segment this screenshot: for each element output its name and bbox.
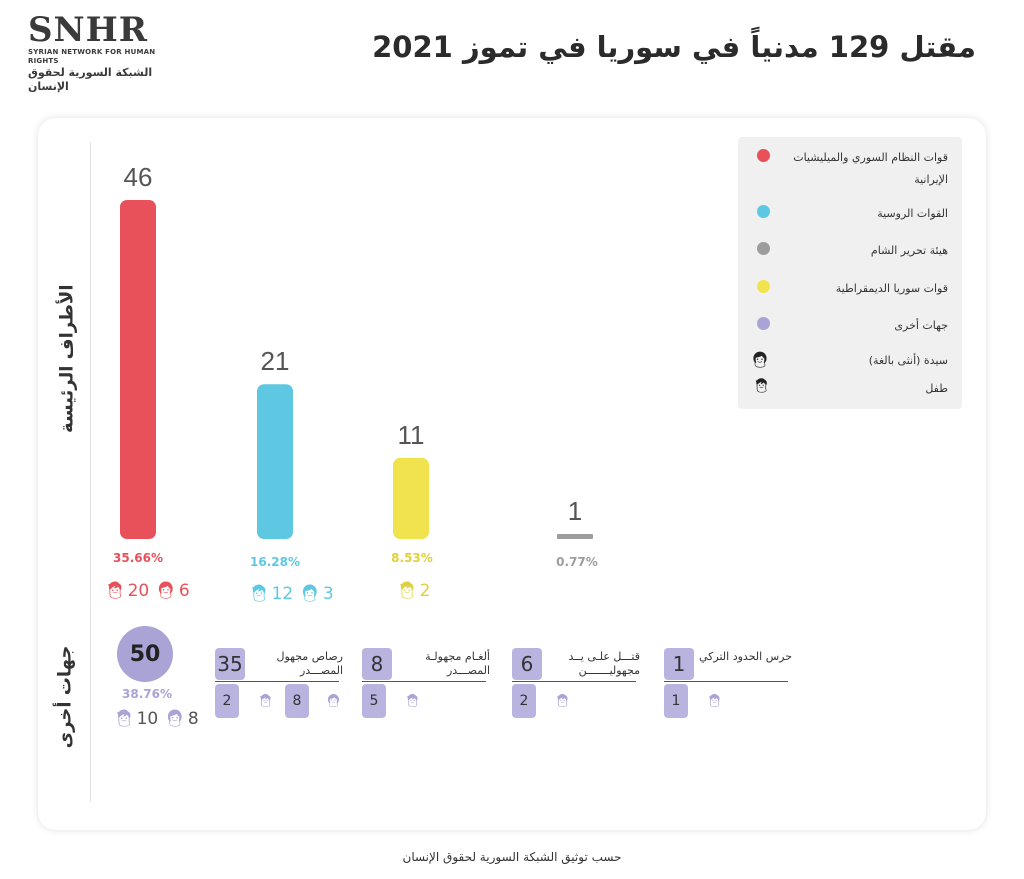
legend-item-sdf: قوات سوريا الديمقراطية bbox=[757, 278, 948, 300]
item-label: قتـــل علـى يــد مجهوليـــــــن bbox=[568, 650, 640, 677]
legend-dot-russia bbox=[757, 205, 770, 218]
legend-dot-hts bbox=[757, 242, 770, 255]
item-label: رصاص مجهول المصـــدر bbox=[276, 650, 343, 677]
bar-percentage: 0.77% bbox=[556, 555, 598, 569]
source-note: حسب توثيق الشبكة السورية لحقوق الإنسان bbox=[402, 850, 622, 864]
woman-icon: 👩︎ bbox=[325, 694, 342, 709]
item-divider bbox=[215, 681, 339, 682]
legend-dot-sdf bbox=[757, 280, 770, 293]
legend-label-regime: قوات النظام السوري والميليشيات الإيرانية bbox=[793, 151, 948, 186]
legend-label-child: طفل bbox=[925, 382, 948, 395]
item-value: 35 bbox=[215, 648, 245, 680]
item-divider bbox=[362, 681, 486, 682]
bar bbox=[120, 200, 156, 539]
child-icon: 🧒︎ bbox=[396, 581, 418, 601]
children-count: 2 bbox=[419, 581, 431, 601]
children-count: 20 bbox=[127, 581, 150, 601]
sdf-victims: 🧒︎ 2 bbox=[396, 581, 430, 601]
logo: SNHR SYRIAN NETWORK FOR HUMAN RIGHTS الش… bbox=[28, 12, 168, 94]
women-count: 6 bbox=[178, 581, 190, 601]
legend-label-hts: هيئة تحرير الشام bbox=[870, 244, 948, 257]
bar bbox=[257, 384, 293, 539]
bar-percentage: 8.53% bbox=[391, 551, 433, 565]
legend-dot-other bbox=[757, 317, 770, 330]
legend-item-child: 🧒︎ طفل bbox=[752, 378, 948, 400]
other-item-bullets: 35 رصاص مجهول المصـــدر 2 🧒︎ 8 👩︎ bbox=[215, 648, 345, 724]
child-icon: 🧒︎ bbox=[404, 694, 421, 709]
child-icon: 🧒︎ bbox=[257, 694, 274, 709]
woman-icon: 👩︎ bbox=[299, 584, 321, 604]
other-parties-percentage: 38.76% bbox=[122, 687, 172, 701]
other-item-mines: 8 ألغـام مجهولـة المصـــدر 5 🧒︎ bbox=[362, 648, 492, 724]
child-icon: 🧒︎ bbox=[706, 694, 723, 709]
item-label: ألغـام مجهولـة المصـــدر bbox=[425, 650, 490, 677]
item-divider bbox=[512, 681, 636, 682]
children-count: 12 bbox=[271, 584, 294, 604]
child-icon: 🧒︎ bbox=[104, 581, 126, 601]
child-icon: 🧒︎ bbox=[113, 709, 135, 729]
bar-percentage: 16.28% bbox=[250, 555, 300, 569]
item-value: 8 bbox=[362, 648, 392, 680]
legend: قوات النظام السوري والميليشيات الإيرانية… bbox=[738, 137, 962, 409]
legend-item-hts: هيئة تحرير الشام bbox=[757, 240, 948, 262]
bar bbox=[557, 534, 593, 539]
children-count: 10 bbox=[136, 709, 159, 729]
woman-icon: 👩︎ bbox=[155, 581, 177, 601]
bar-percentage: 35.66% bbox=[113, 551, 163, 565]
child-icon: 🧒︎ bbox=[752, 378, 770, 394]
legend-label-other: جهات أخرى bbox=[894, 319, 948, 332]
item-label: حرس الحدود التركي bbox=[699, 650, 792, 663]
russia-victims: 🧒︎ 12 👩︎ 3 bbox=[248, 584, 334, 604]
item-value: 1 bbox=[664, 648, 694, 680]
other-parties-total: 50 bbox=[117, 626, 173, 682]
bar-value-label: 21 bbox=[261, 346, 290, 376]
bar bbox=[393, 457, 429, 539]
logo-main: SNHR bbox=[28, 10, 149, 50]
legend-label-woman: سيدة (أنثى بالغة) bbox=[868, 354, 948, 367]
item-women: 8 bbox=[285, 684, 309, 718]
legend-item-woman: 👩︎ سيدة (أنثى بالغة) bbox=[749, 350, 948, 372]
women-count: 3 bbox=[322, 584, 334, 604]
women-count: 8 bbox=[187, 709, 199, 729]
child-icon: 🧒︎ bbox=[554, 694, 571, 709]
woman-icon: 👩︎ bbox=[749, 350, 770, 369]
logo-english: SYRIAN NETWORK FOR HUMAN RIGHTS bbox=[28, 48, 156, 65]
item-value: 6 bbox=[512, 648, 542, 680]
bar-value-label: 46 bbox=[124, 162, 153, 192]
item-divider bbox=[664, 681, 788, 682]
item-children: 1 bbox=[664, 684, 688, 718]
other-item-turkish-border: 1 حرس الحدود التركي 1 🧒︎ bbox=[664, 648, 794, 724]
legend-item-russia: القوات الروسية bbox=[757, 203, 948, 225]
page-title: مقتل 129 مدنياً في سوريا في تموز 2021 bbox=[372, 30, 976, 64]
child-icon: 🧒︎ bbox=[248, 584, 270, 604]
legend-label-russia: القوات الروسية bbox=[877, 207, 948, 220]
bar-value-label: 1 bbox=[568, 496, 582, 526]
other-item-unknown-killers: 6 قتـــل علـى يــد مجهوليـــــــن 2 🧒︎ bbox=[512, 648, 642, 724]
legend-dot-regime bbox=[757, 149, 770, 162]
axis-line bbox=[90, 142, 91, 802]
regime-victims: 🧒︎ 20 👩︎ 6 bbox=[104, 581, 190, 601]
bar-value-label: 11 bbox=[398, 420, 425, 450]
woman-icon: 👩︎ bbox=[164, 709, 186, 729]
item-children: 2 bbox=[512, 684, 536, 718]
legend-item-regime: قوات النظام السوري والميليشيات الإيرانية bbox=[757, 147, 948, 191]
item-children: 5 bbox=[362, 684, 386, 718]
legend-label-sdf: قوات سوريا الديمقراطية bbox=[835, 282, 948, 295]
other-parties-victims: 🧒︎ 10 👩︎ 8 bbox=[113, 709, 199, 729]
logo-arabic: الشبكة السورية لحقوق الإنسان bbox=[28, 66, 153, 93]
item-children: 2 bbox=[215, 684, 239, 718]
legend-item-other: جهات أخرى bbox=[757, 315, 948, 337]
